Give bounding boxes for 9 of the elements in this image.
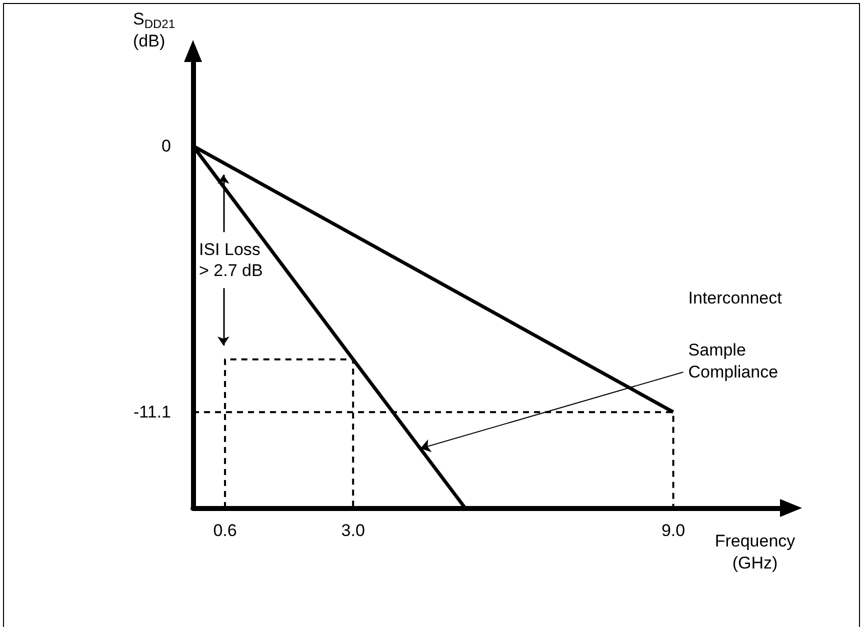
x-tick-label: 9.0 — [661, 521, 686, 540]
y-tick-label: -11.1 — [134, 402, 171, 422]
text: Sample Compliance — [688, 340, 778, 382]
x-tick-label: 3.0 — [341, 521, 365, 540]
annotation: ISI Loss > 2.7 dB — [199, 240, 266, 280]
x-tick-label: 0.6 — [213, 521, 237, 540]
y-tick-label: 0 — [162, 136, 171, 156]
text: Interconnect — [688, 288, 782, 308]
x-axis-title: Frequency (GHz) — [714, 532, 796, 572]
